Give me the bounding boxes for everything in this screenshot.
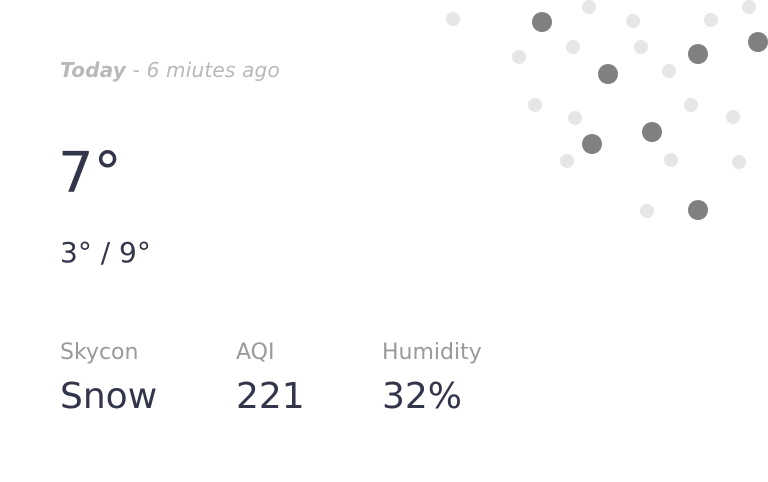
snowflake-dot xyxy=(634,40,648,54)
snowflake-dot xyxy=(528,98,542,112)
snowflake-dot xyxy=(662,64,676,78)
snowflake-dot xyxy=(704,13,718,27)
skycon-value: Snow xyxy=(60,376,158,417)
snowflake-dot xyxy=(512,50,526,64)
temperature-range: 3° / 9° xyxy=(60,236,151,269)
snowflake-dot xyxy=(532,12,552,32)
snowflake-dot xyxy=(640,204,654,218)
snowflake-dot xyxy=(446,12,460,26)
snow-dots-dark xyxy=(532,12,768,220)
snowflake-dot xyxy=(742,0,756,14)
humidity-value: 32% xyxy=(382,376,463,417)
humidity-label: Humidity xyxy=(382,340,482,365)
snowflake-dot xyxy=(664,153,678,167)
last-updated: Today - 6 miutes ago xyxy=(60,58,280,82)
aqi-label: AQI xyxy=(236,340,275,365)
snowflake-dot xyxy=(732,155,746,169)
snowflake-dot xyxy=(688,44,708,64)
snowflake-dot xyxy=(626,14,640,28)
snowflake-dot xyxy=(598,64,618,84)
snow-dots-light xyxy=(446,0,756,218)
snowflake-dot xyxy=(582,134,602,154)
snowflake-dot xyxy=(560,154,574,168)
updated-day: Today xyxy=(60,58,127,82)
current-temperature: 7° xyxy=(58,141,122,206)
snowflake-dot xyxy=(748,32,768,52)
snowflake-dot xyxy=(684,98,698,112)
snowflake-dot xyxy=(726,110,740,124)
aqi-value: 221 xyxy=(236,376,305,417)
skycon-label: Skycon xyxy=(60,340,139,365)
snowflake-dot xyxy=(582,0,596,14)
snowflake-dot xyxy=(566,40,580,54)
snowflake-dot xyxy=(568,111,582,125)
snowflake-dot xyxy=(688,200,708,220)
updated-ago: - 6 miutes ago xyxy=(126,58,280,82)
snowflake-dot xyxy=(642,122,662,142)
